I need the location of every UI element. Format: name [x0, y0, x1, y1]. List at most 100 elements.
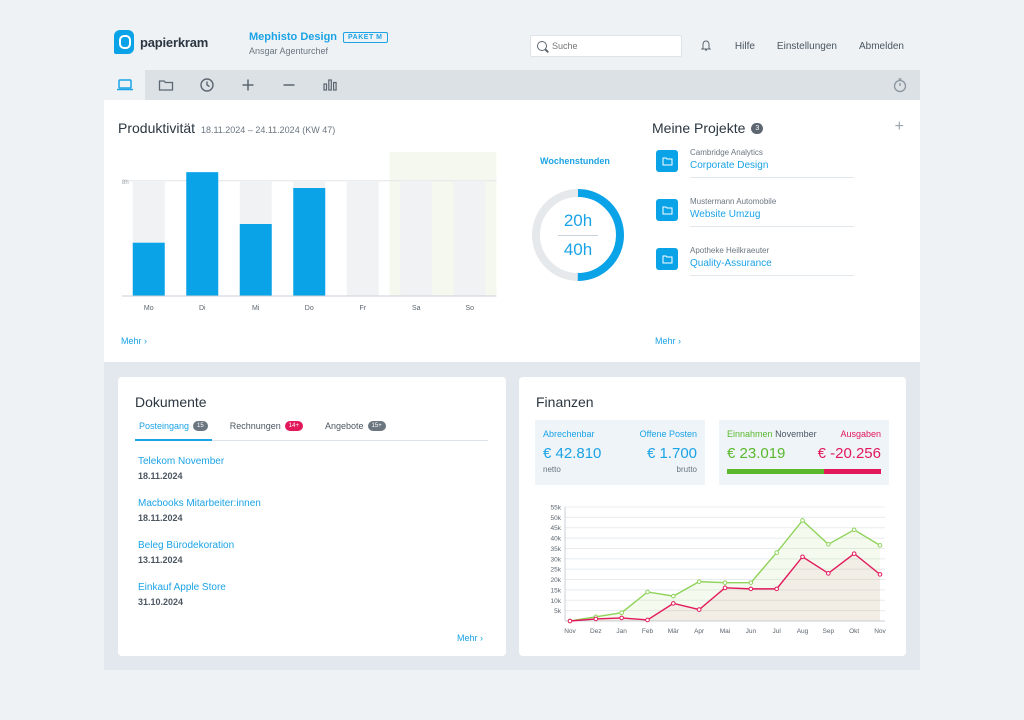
- income-value: € 23.019: [727, 445, 786, 462]
- toolbar-timer[interactable]: [879, 70, 920, 100]
- data-point[interactable]: [748, 580, 754, 585]
- data-point[interactable]: [696, 579, 702, 584]
- month-label: November: [775, 429, 817, 439]
- income-label: Einnahmen: [727, 429, 773, 439]
- x-tick-label: Jun: [746, 628, 757, 635]
- data-point[interactable]: [851, 527, 857, 533]
- income-bar: [727, 469, 825, 474]
- x-tick-label: Nov: [874, 628, 886, 635]
- logout-link[interactable]: Abmelden: [858, 41, 904, 52]
- x-tick-label: Aug: [797, 628, 809, 635]
- data-point[interactable]: [826, 571, 831, 576]
- project-item[interactable]: Apotheke Heilkraeuter Quality-Assurance: [656, 246, 854, 295]
- toolbar-reports[interactable]: [309, 70, 350, 100]
- document-name[interactable]: Beleg Bürodekoration: [138, 540, 235, 551]
- toolbar-income[interactable]: [227, 70, 268, 100]
- project-name[interactable]: Corporate Design: [690, 160, 769, 171]
- income-expense-box[interactable]: Einnahmen November Ausgaben € 23.019 € -…: [719, 420, 889, 485]
- x-tick-label: Nov: [564, 628, 576, 635]
- data-point[interactable]: [722, 580, 728, 585]
- data-point[interactable]: [851, 551, 857, 556]
- data-point[interactable]: [877, 543, 883, 548]
- documents-tabs: Posteingang 15 Rechnungen 14+ Angebote 1…: [135, 421, 488, 441]
- data-point[interactable]: [748, 586, 754, 592]
- logo[interactable]: papierkram: [114, 30, 208, 54]
- plan-badge: PAKET M: [343, 31, 388, 43]
- help-link[interactable]: Hilfe: [734, 41, 755, 52]
- y-tick-label: 45k: [551, 525, 562, 532]
- tab-inbox[interactable]: Posteingang 15: [135, 421, 212, 441]
- document-name[interactable]: Telekom November: [138, 456, 225, 467]
- overview-panel: Produktivität 18.11.2024 – 24.11.2024 (K…: [104, 100, 920, 362]
- bell-icon[interactable]: [701, 40, 711, 52]
- settings-link[interactable]: Einstellungen: [776, 41, 837, 52]
- bar[interactable]: [186, 172, 219, 296]
- data-point[interactable]: [645, 589, 650, 595]
- search-box[interactable]: [530, 35, 682, 57]
- project-name[interactable]: Quality-Assurance: [690, 258, 772, 269]
- data-point[interactable]: [774, 586, 779, 592]
- document-name[interactable]: Einkauf Apple Store: [138, 582, 226, 593]
- expense-bar: [824, 469, 881, 474]
- data-point[interactable]: [593, 616, 599, 622]
- project-name[interactable]: Website Umzug: [690, 209, 761, 220]
- x-tick-label: Mi: [252, 305, 260, 312]
- data-point[interactable]: [774, 550, 779, 555]
- finance-card: Finanzen Abrechenbar Offene Posten € 42.…: [519, 377, 906, 656]
- bar[interactable]: [239, 224, 272, 296]
- minus-icon: [283, 84, 294, 86]
- toolbar-dashboard[interactable]: [104, 70, 145, 100]
- tab-inbox-label: Posteingang: [139, 421, 190, 431]
- bar[interactable]: [132, 242, 165, 296]
- data-point[interactable]: [671, 593, 676, 599]
- toolbar-projects[interactable]: [145, 70, 186, 100]
- documents-more-link[interactable]: Mehr ›: [457, 633, 484, 643]
- y-tick-label: 30k: [551, 556, 562, 563]
- project-item[interactable]: Cambridge Analytics Corporate Design: [656, 148, 854, 197]
- project-client: Apotheke Heilkraeuter: [690, 246, 770, 255]
- data-point[interactable]: [696, 607, 702, 612]
- productivity-more-link[interactable]: Mehr ›: [121, 336, 148, 346]
- clock-icon: [199, 78, 214, 92]
- data-point[interactable]: [567, 618, 573, 624]
- tab-offers[interactable]: Angebote 15+: [321, 421, 390, 441]
- data-point[interactable]: [877, 572, 883, 577]
- add-project-button[interactable]: +: [894, 118, 904, 135]
- tab-invoices-label: Rechnungen: [229, 421, 281, 431]
- projects-more-link[interactable]: Mehr ›: [655, 336, 682, 346]
- top-header: papierkram Mephisto Design PAKET M Ansga…: [104, 0, 920, 70]
- document-name[interactable]: Macbooks Mitarbeiter:innen: [138, 498, 261, 509]
- data-point[interactable]: [645, 617, 650, 623]
- data-point[interactable]: [800, 554, 805, 560]
- data-point[interactable]: [619, 615, 624, 621]
- x-tick-label: Jan: [616, 628, 627, 635]
- toolbar-expenses[interactable]: [268, 70, 309, 100]
- x-tick-label: Fr: [359, 305, 366, 312]
- open-items-label: Offene Posten: [639, 429, 697, 439]
- documents-title: Dokumente: [135, 394, 207, 410]
- data-point[interactable]: [619, 610, 624, 616]
- data-point[interactable]: [671, 601, 676, 606]
- data-point[interactable]: [722, 585, 728, 591]
- document-date: 13.11.2024: [138, 555, 183, 565]
- x-tick-label: Jul: [773, 628, 782, 635]
- billable-box[interactable]: Abrechenbar Offene Posten € 42.810 € 1.7…: [535, 420, 705, 485]
- data-point[interactable]: [826, 542, 831, 547]
- app-frame: papierkram Mephisto Design PAKET M Ansga…: [104, 0, 920, 670]
- folder-icon: [656, 199, 678, 221]
- y-tick-label: 50k: [551, 515, 562, 522]
- toolbar-time[interactable]: [186, 70, 227, 100]
- tab-invoices[interactable]: Rechnungen 14+: [226, 421, 307, 441]
- open-items-sub: brutto: [676, 465, 697, 474]
- productivity-title: Produktivität: [118, 120, 196, 136]
- productivity-heading: Produktivität 18.11.2024 – 24.11.2024 (K…: [118, 120, 335, 136]
- company-name[interactable]: Mephisto Design: [249, 31, 338, 43]
- bar[interactable]: [293, 188, 326, 296]
- search-input[interactable]: [552, 41, 672, 51]
- data-point[interactable]: [800, 518, 805, 523]
- project-item[interactable]: Mustermann Automobile Website Umzug: [656, 197, 854, 246]
- projects-list: Cambridge Analytics Corporate Design Mus…: [656, 148, 854, 295]
- income-expense-bar: [727, 469, 881, 474]
- folder-icon: [158, 80, 173, 91]
- documents-list: Telekom November 18.11.2024 Macbooks Mit…: [138, 456, 261, 624]
